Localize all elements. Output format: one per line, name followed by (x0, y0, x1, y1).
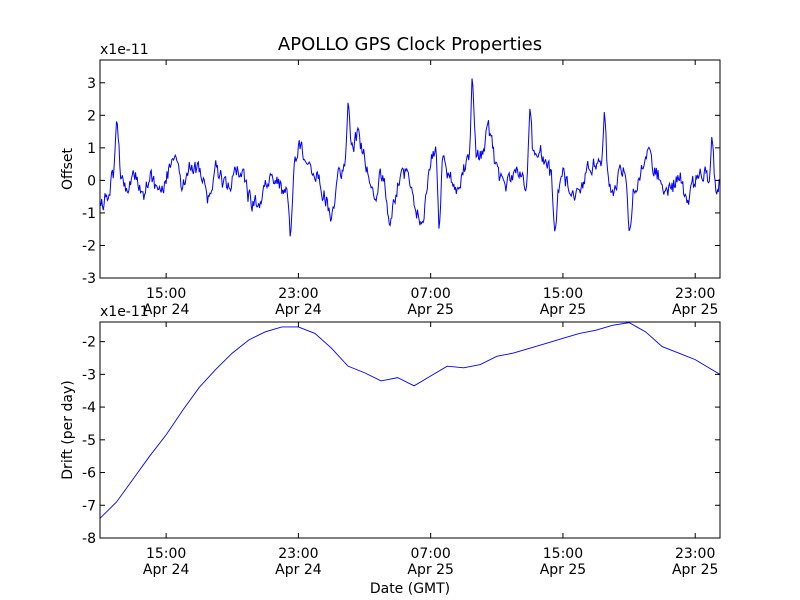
y-tick-label: 1 (87, 141, 96, 157)
x-tick-date-label: Apr 25 (672, 302, 718, 318)
y-tick-label: -2 (82, 335, 96, 351)
chart-title: APOLLO GPS Clock Properties (278, 34, 542, 55)
x-tick-date-label: Apr 24 (275, 302, 322, 318)
y-multiplier-label: x1e-11 (100, 42, 149, 58)
x-tick-time-label: 07:00 (410, 546, 450, 562)
x-tick-date-label: Apr 25 (672, 562, 718, 578)
series-line (100, 78, 720, 237)
x-tick-time-label: 15:00 (146, 546, 186, 562)
y-tick-label: -5 (82, 433, 96, 449)
x-tick-time-label: 23:00 (278, 286, 318, 302)
x-tick-date-label: Apr 25 (540, 562, 586, 578)
y-tick-label: 2 (87, 108, 96, 124)
y-tick-label: -2 (82, 238, 96, 254)
x-tick-date-label: Apr 24 (143, 562, 190, 578)
x-tick-date-label: Apr 25 (407, 562, 453, 578)
x-tick-date-label: Apr 24 (275, 562, 322, 578)
y-tick-label: -8 (82, 531, 96, 547)
x-tick-date-label: Apr 24 (143, 302, 190, 318)
x-axis-label: Date (GMT) (370, 581, 450, 597)
x-tick-date-label: Apr 25 (540, 302, 586, 318)
y-tick-label: 3 (87, 76, 96, 92)
axes-frame (99, 59, 721, 279)
x-tick-time-label: 23:00 (675, 286, 715, 302)
y-multiplier-label: x1e-11 (100, 304, 149, 320)
y-tick-label: -3 (82, 271, 96, 287)
series-line (100, 322, 720, 519)
y-tick-label: -1 (82, 206, 96, 222)
y-tick-label: -7 (82, 498, 96, 514)
y-tick-label: -3 (82, 367, 96, 383)
x-tick-time-label: 15:00 (543, 546, 583, 562)
y-axis-label: Drift (per day) (60, 380, 76, 479)
y-tick-label: 0 (87, 173, 96, 189)
x-tick-time-label: 15:00 (146, 286, 186, 302)
x-tick-time-label: 23:00 (278, 546, 318, 562)
y-tick-label: -6 (82, 466, 96, 482)
y-axis-label: Offset (60, 147, 76, 190)
x-tick-time-label: 23:00 (675, 546, 715, 562)
x-tick-date-label: Apr 25 (407, 302, 453, 318)
x-tick-time-label: 07:00 (410, 286, 450, 302)
axes-frame (99, 321, 721, 539)
y-tick-label: -4 (82, 400, 96, 416)
x-tick-time-label: 15:00 (543, 286, 583, 302)
